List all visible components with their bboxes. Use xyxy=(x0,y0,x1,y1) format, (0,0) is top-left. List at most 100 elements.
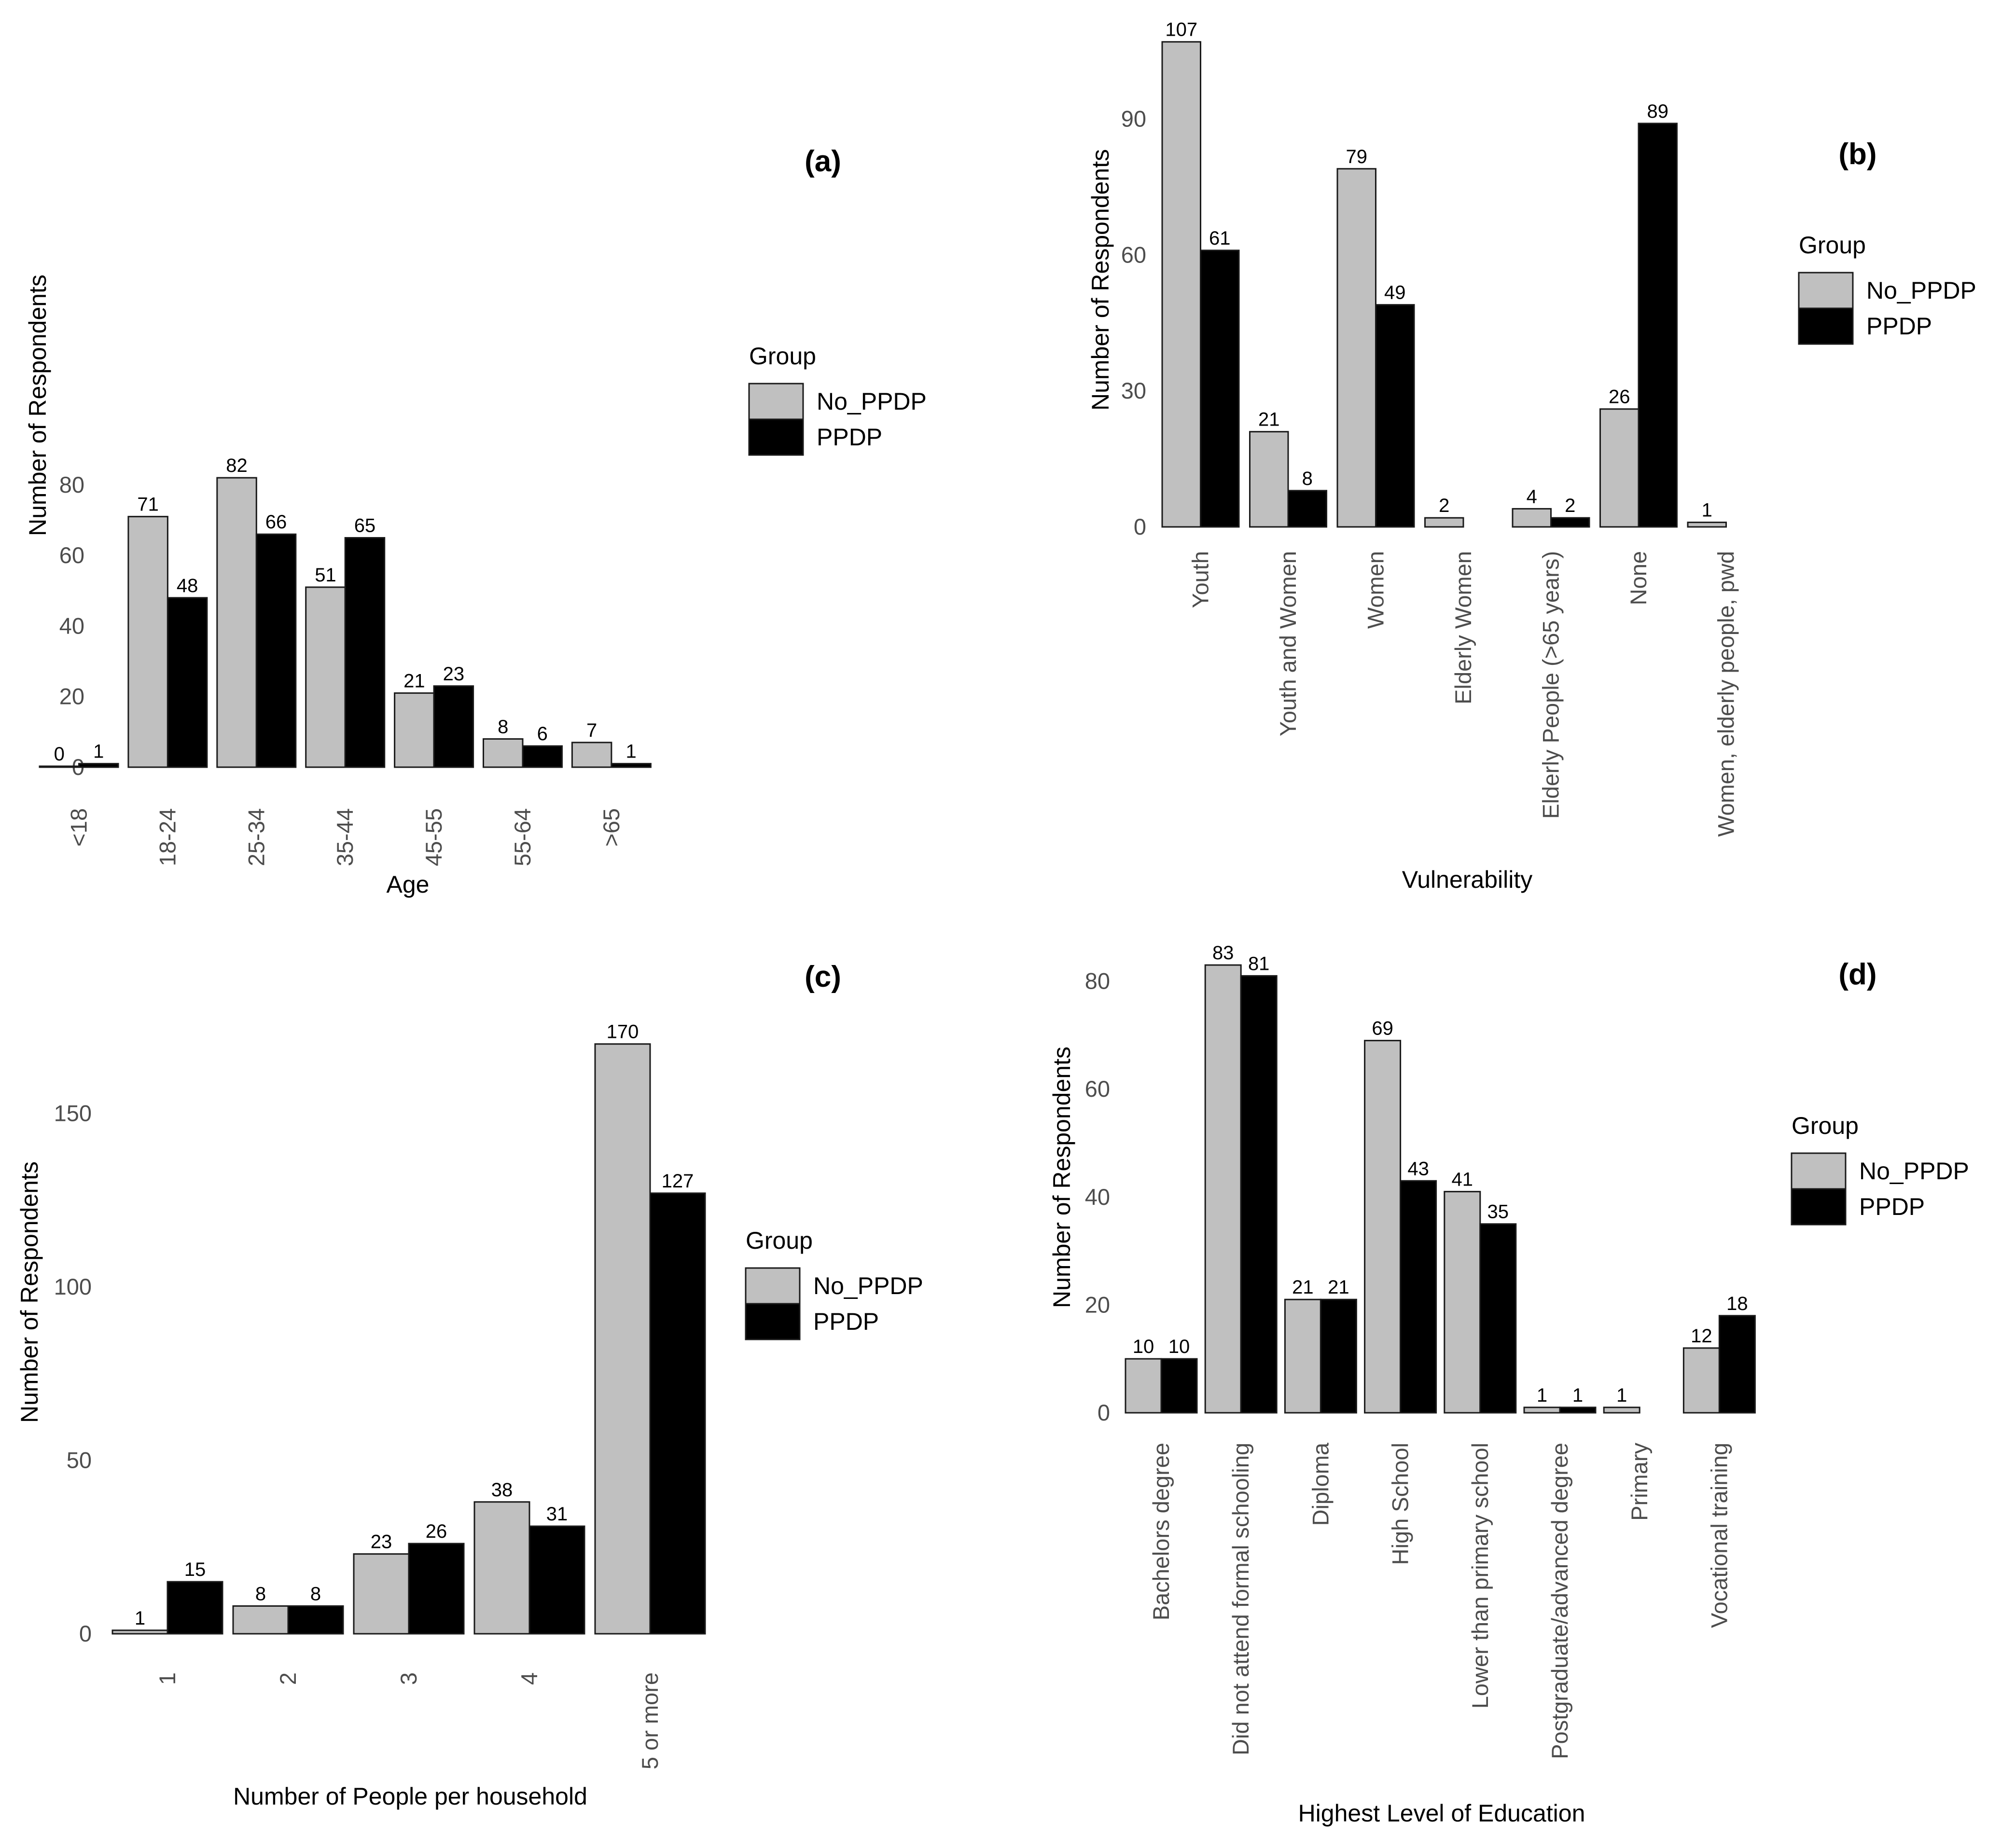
legend-label: No_PPDP xyxy=(817,388,927,415)
x-tick-label: 2 xyxy=(275,1672,301,1685)
value-label: 26 xyxy=(1609,386,1630,408)
x-tick-label: Diploma xyxy=(1307,1442,1333,1526)
y-tick-label: 60 xyxy=(59,542,84,568)
value-label: 2 xyxy=(1565,495,1575,516)
value-label: 66 xyxy=(265,511,287,533)
bar-no-ppdp xyxy=(1125,1358,1162,1414)
legend-label: No_PPDP xyxy=(1859,1158,1969,1185)
panel-tag: (a) xyxy=(805,145,841,178)
y-tick-label: 60 xyxy=(1085,1076,1110,1102)
legend-key xyxy=(745,1303,801,1340)
y-axis-title: Number of Respondents xyxy=(24,275,51,536)
bar-no-ppdp xyxy=(1523,1407,1561,1414)
value-label: 10 xyxy=(1133,1336,1154,1357)
bar-ppdp xyxy=(255,533,297,768)
legend-label: PPDP xyxy=(813,1308,879,1335)
legend-key xyxy=(1791,1188,1847,1226)
bar-no-ppdp xyxy=(216,477,257,768)
bar-no-ppdp xyxy=(305,586,346,768)
value-label: 21 xyxy=(1258,409,1280,430)
panel-tag: (d) xyxy=(1838,958,1876,991)
x-tick-label: Elderly People (>65 years) xyxy=(1538,551,1564,819)
y-tick-label: 100 xyxy=(54,1274,92,1299)
bar-no-ppdp xyxy=(394,692,435,768)
bar-ppdp xyxy=(1479,1223,1517,1414)
x-tick-label: Women, elderly people, pwd xyxy=(1713,551,1739,837)
bar-ppdp xyxy=(649,1192,706,1635)
value-label: 71 xyxy=(137,494,159,515)
x-tick-label: 5 or more xyxy=(637,1672,663,1769)
bar-ppdp xyxy=(408,1543,465,1635)
bar-no-ppdp xyxy=(1204,964,1242,1414)
value-label: 38 xyxy=(491,1479,513,1501)
bar-no-ppdp xyxy=(127,516,168,768)
bar-ppdp xyxy=(1638,123,1678,528)
bar-ppdp xyxy=(433,685,474,768)
legend-key xyxy=(1798,272,1854,309)
bar-no-ppdp xyxy=(594,1043,651,1635)
bar-ppdp xyxy=(1287,490,1327,528)
bar-no-ppdp xyxy=(1249,431,1289,528)
bar-no-ppdp xyxy=(353,1553,410,1635)
y-tick-label: 90 xyxy=(1121,106,1146,131)
x-tick-label: 45-55 xyxy=(421,808,446,866)
bar-no-ppdp xyxy=(1682,1347,1720,1414)
y-tick-label: 150 xyxy=(54,1101,92,1126)
legend-title: Group xyxy=(1799,232,1866,259)
bar-no-ppdp xyxy=(1284,1298,1321,1414)
bar-ppdp xyxy=(344,537,386,768)
x-axis-title: Vulnerability xyxy=(1402,866,1533,893)
panel-d: 0 20 40 60 80 Number of Respondents 10 10 Bachel… xyxy=(1048,942,1969,1827)
legend-key xyxy=(748,418,804,456)
value-label: 21 xyxy=(403,670,425,691)
value-label: 8 xyxy=(310,1583,321,1604)
value-label: 15 xyxy=(184,1559,206,1580)
value-label: 1 xyxy=(1616,1385,1627,1406)
bar-no-ppdp xyxy=(1424,517,1464,528)
legend-label: No_PPDP xyxy=(813,1272,923,1299)
bar-ppdp xyxy=(78,763,119,768)
value-label: 1 xyxy=(93,741,104,762)
legend-label: No_PPDP xyxy=(1866,277,1976,304)
value-label: 23 xyxy=(443,663,465,685)
value-label: 83 xyxy=(1212,942,1234,964)
x-tick-label: Youth and Women xyxy=(1275,551,1301,736)
value-label: 2 xyxy=(1439,495,1449,516)
value-label: 1 xyxy=(626,741,637,762)
x-axis-title: Number of People per household xyxy=(233,1783,587,1810)
x-tick-label: Bachelors degree xyxy=(1148,1443,1174,1620)
bar-ppdp xyxy=(522,745,563,768)
x-tick-label: Elderly Women xyxy=(1450,551,1476,704)
value-label: 18 xyxy=(1726,1293,1748,1314)
value-label: 8 xyxy=(255,1583,266,1604)
legend-label: PPDP xyxy=(817,424,882,451)
value-label: 79 xyxy=(1346,146,1368,167)
bar-no-ppdp xyxy=(571,742,612,768)
y-tick-label: 0 xyxy=(79,1621,92,1646)
y-tick-label: 0 xyxy=(1098,1400,1110,1425)
value-label: 26 xyxy=(426,1521,447,1542)
x-tick-label: 4 xyxy=(516,1672,542,1685)
y-tick-label: 20 xyxy=(59,684,84,709)
value-label: 7 xyxy=(586,720,597,741)
x-tick-label: Primary xyxy=(1626,1443,1652,1521)
bar-ppdp xyxy=(1320,1298,1357,1414)
bar-ppdp xyxy=(611,763,652,768)
x-tick-label: Youth xyxy=(1188,551,1213,608)
y-tick-label: 30 xyxy=(1121,378,1146,403)
y-tick-label: 20 xyxy=(1085,1292,1110,1317)
y-tick-label: 40 xyxy=(59,613,84,638)
x-tick-label: 25-34 xyxy=(243,808,269,866)
value-label: 170 xyxy=(607,1021,639,1043)
value-label: 81 xyxy=(1248,953,1270,974)
bar-no-ppdp xyxy=(483,738,524,768)
value-label: 21 xyxy=(1328,1277,1349,1298)
x-tick-label: 3 xyxy=(396,1672,421,1685)
value-label: 35 xyxy=(1487,1201,1509,1223)
bar-no-ppdp xyxy=(1603,1407,1640,1414)
bar-ppdp xyxy=(1240,975,1278,1414)
